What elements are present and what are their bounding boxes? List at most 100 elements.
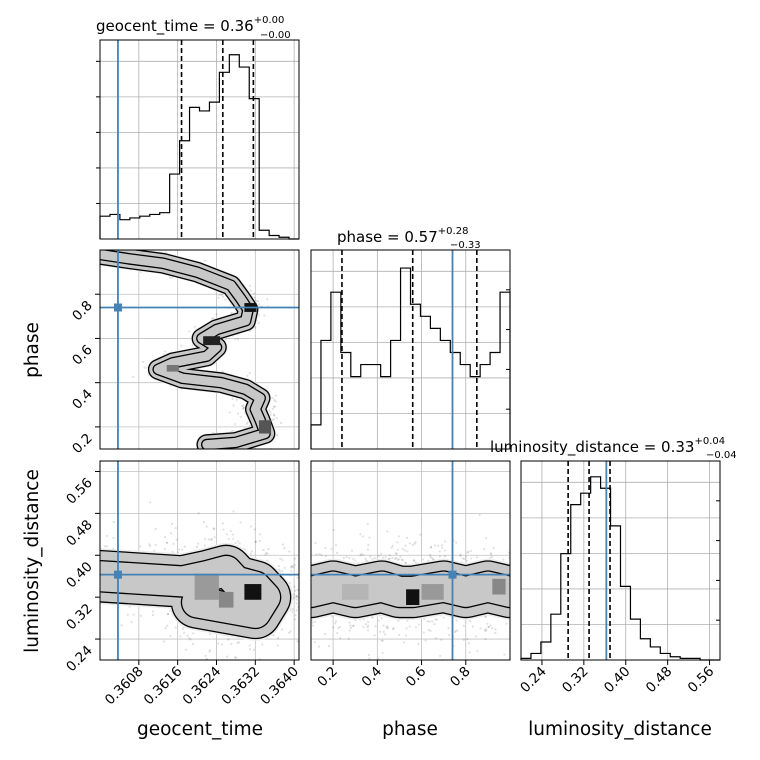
sample-point <box>254 326 257 329</box>
sample-point <box>299 589 301 591</box>
sample-point <box>272 413 275 416</box>
sample-point <box>345 555 348 558</box>
sample-point <box>94 563 96 565</box>
sample-point <box>236 337 240 341</box>
sample-point <box>212 527 215 530</box>
sample-point <box>288 631 291 634</box>
sample-point <box>181 548 184 551</box>
sample-point <box>272 634 275 637</box>
sample-point <box>429 553 432 556</box>
sample-point <box>397 619 400 622</box>
sample-point <box>237 540 240 543</box>
sample-point <box>246 374 249 378</box>
sample-point <box>266 298 269 301</box>
sample-point <box>311 624 314 627</box>
sample-point <box>390 546 393 549</box>
sample-point <box>203 544 206 547</box>
sample-point <box>408 542 411 545</box>
title-geocent-time-sub: −0.00 <box>260 30 291 41</box>
panel-geocent_time-vs-phase <box>99 249 300 450</box>
sample-point <box>254 540 257 543</box>
sample-point <box>300 596 302 598</box>
sample-point <box>469 549 472 553</box>
sample-point <box>295 609 298 612</box>
sample-point <box>486 622 489 625</box>
sample-point <box>438 550 441 553</box>
sample-point <box>367 653 370 656</box>
sample-point <box>177 548 181 551</box>
sample-point <box>281 558 284 562</box>
sample-point <box>174 626 177 629</box>
panel-frame <box>520 460 721 661</box>
sample-point <box>422 558 425 561</box>
sample-point <box>166 541 169 544</box>
sample-point <box>351 624 355 628</box>
x-tick-label: 0.3640 <box>257 664 302 709</box>
sample-point <box>382 630 385 633</box>
sample-point <box>404 561 408 565</box>
sample-point <box>315 553 318 556</box>
sample-point <box>215 313 218 316</box>
sample-point <box>264 553 267 556</box>
sample-point <box>295 602 298 605</box>
sample-point <box>339 626 342 629</box>
sample-point <box>373 634 376 637</box>
sample-point <box>175 538 178 541</box>
sample-point <box>447 627 450 630</box>
sample-point <box>235 656 238 659</box>
sample-point <box>388 554 392 557</box>
sample-point <box>466 638 469 641</box>
y-tick-label: 0.40 <box>63 559 96 592</box>
sample-point <box>400 558 403 561</box>
sample-point <box>332 626 335 629</box>
sample-point <box>352 557 355 560</box>
sample-point <box>517 606 519 608</box>
sample-point <box>485 536 488 540</box>
sample-point <box>192 632 195 635</box>
sample-point <box>235 398 238 401</box>
sample-point <box>455 619 458 622</box>
y-tick-label: 0.2 <box>69 430 96 457</box>
sample-point <box>93 565 95 567</box>
sample-point <box>429 545 433 548</box>
sample-point <box>334 620 338 623</box>
sample-point <box>459 554 462 557</box>
sample-point <box>217 296 220 299</box>
sample-point <box>106 545 109 548</box>
sample-point <box>324 632 327 635</box>
sample-point <box>57 611 59 613</box>
sample-point <box>489 624 492 627</box>
sample-point <box>184 648 188 651</box>
sample-point <box>462 638 465 641</box>
sample-point <box>318 645 321 648</box>
x-tick-label: 0.8 <box>447 664 474 691</box>
panel-bg <box>100 40 299 239</box>
sample-point <box>489 553 493 556</box>
density-core <box>218 591 234 608</box>
sample-point <box>357 662 359 664</box>
title-luminosity-distance-sub: −0.04 <box>706 450 737 461</box>
sample-point <box>440 638 443 641</box>
title-phase-main: phase = 0.57 <box>337 228 438 246</box>
y-tick-label: 0.56 <box>63 475 96 508</box>
sample-point <box>347 637 350 640</box>
sample-point <box>359 533 362 536</box>
sample-point <box>348 621 351 624</box>
sample-point <box>188 330 191 333</box>
sample-point <box>188 637 191 640</box>
sample-point <box>467 642 471 645</box>
density-core <box>194 573 219 600</box>
sample-point <box>222 528 225 531</box>
sample-point <box>474 635 478 638</box>
sample-point <box>381 639 384 642</box>
density-core <box>258 420 272 434</box>
sample-point <box>139 614 142 617</box>
sample-point <box>463 557 466 561</box>
sample-point <box>274 394 278 397</box>
x-tick-label: 0.40 <box>601 664 634 697</box>
sample-point <box>380 617 383 620</box>
sample-point <box>208 633 211 636</box>
hist-luminosity_distance <box>520 460 721 661</box>
sample-point <box>269 413 272 416</box>
sample-point <box>128 605 131 608</box>
